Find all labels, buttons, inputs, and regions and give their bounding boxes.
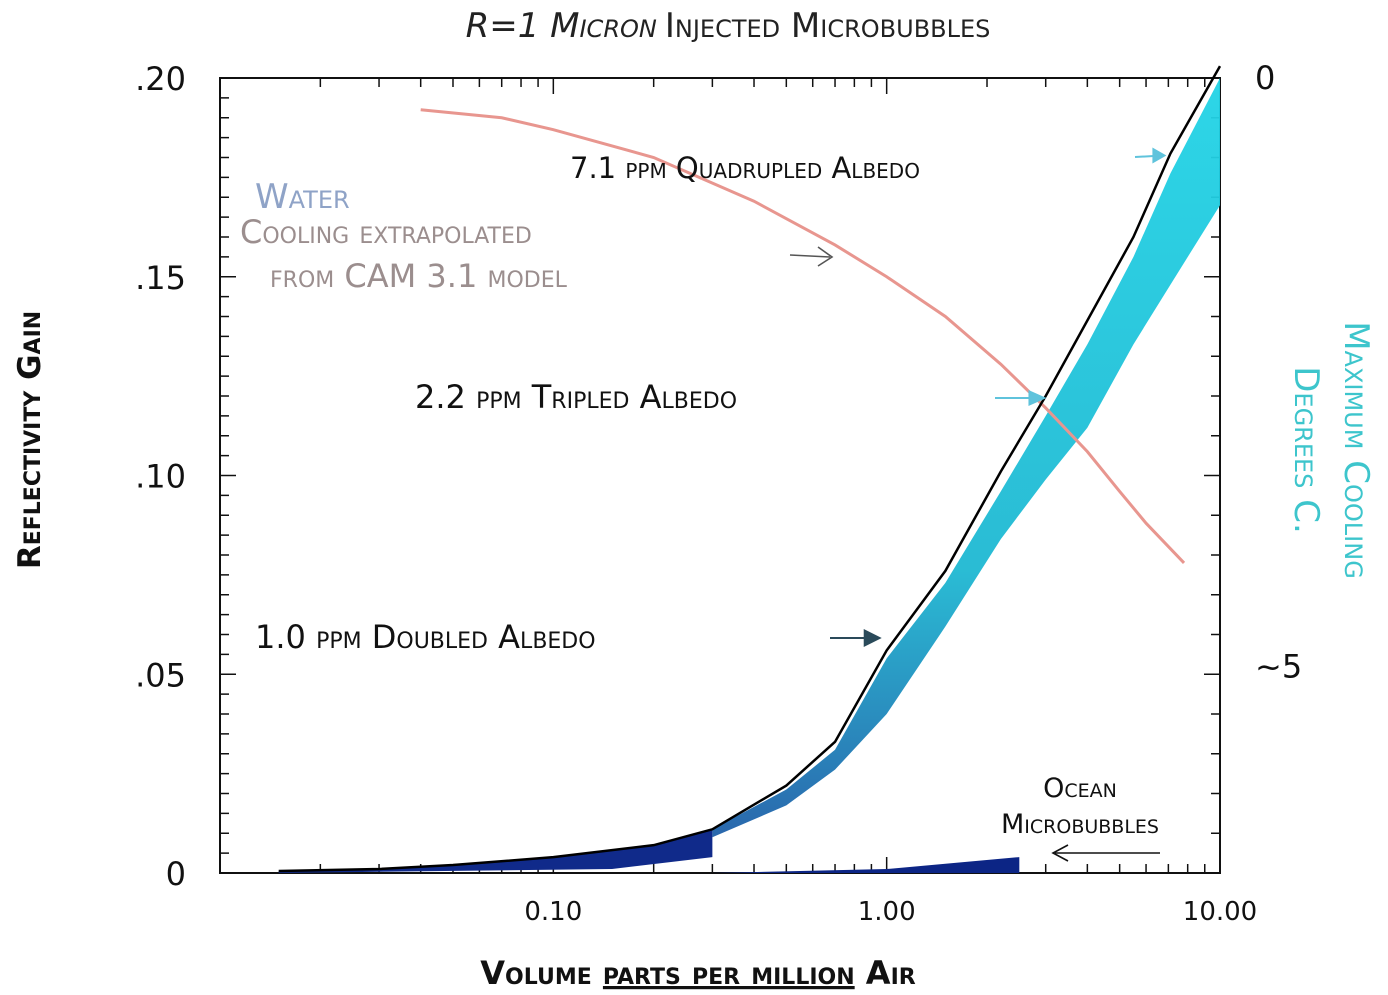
- water-label: Water: [255, 177, 350, 217]
- cooling-band-area: [712, 78, 1220, 838]
- y2-tick-label: 0: [1255, 59, 1275, 97]
- cooling-curve: [420, 108, 1186, 564]
- x-tick-label: 0.10: [524, 897, 582, 927]
- annotation-ocean-arrowhead: [1051, 844, 1069, 862]
- y-tick-label: .10: [135, 458, 186, 496]
- reflectivity-curve: [278, 65, 1222, 873]
- cooling-note-arrow-head: [817, 246, 834, 267]
- x-tick-label: 10.00: [1183, 897, 1257, 927]
- series-layer: [278, 65, 1222, 873]
- annotation-doubled: 1.0 ppm Doubled Albedo: [255, 618, 596, 656]
- low-ppm-dark-area: [278, 829, 713, 873]
- x-tick-label: 1.00: [858, 897, 916, 927]
- y-axis-label: Reflectivity Gain: [12, 311, 48, 569]
- y-tick-label: .20: [135, 60, 186, 98]
- y2-axis-label-line2: Degrees C.: [1286, 366, 1326, 534]
- cooling-note-line1: Cooling extrapolated: [240, 213, 532, 251]
- annotation-quadrupled-arrowhead: [1152, 147, 1167, 164]
- cooling-note-arrow-shaft: [789, 254, 831, 258]
- annotation-layer: 7.1 ppm Quadrupled Albedo 2.2 ppm Tripled…: [255, 147, 1167, 862]
- annotation-quadrupled: 7.1 ppm Quadrupled Albedo: [570, 151, 920, 185]
- y2-axis-label-line1: Maximum Cooling: [1336, 321, 1376, 579]
- annotation-tripled: 2.2 ppm Tripled Albedo: [415, 378, 737, 416]
- annotation-ocean-line1: Ocean: [1043, 773, 1117, 804]
- plot-frame: [219, 77, 1221, 874]
- annotation-ocean-line2: Microbubbles: [1001, 809, 1159, 840]
- x-axis-label: Volume parts per million Air: [480, 954, 915, 992]
- y-tick-label: .05: [135, 656, 186, 694]
- axis-ticks: 0 .05 .10 .15 .20 0 ~5 0.10 1.00 10.00: [135, 59, 1302, 927]
- annotation-doubled-arrowhead: [863, 629, 882, 647]
- annotation-tripled-arrowhead: [1028, 390, 1047, 406]
- y-tick-label: 0: [166, 855, 186, 893]
- cooling-note-line2: from CAM 3.1 model: [270, 257, 568, 295]
- ocean-microbubbles-area: [712, 857, 1020, 873]
- chart-title: R=1 Micron Injected Microbubbles: [466, 6, 991, 46]
- y-tick-label: .15: [135, 259, 186, 297]
- y2-tick-label: ~5: [1255, 647, 1302, 685]
